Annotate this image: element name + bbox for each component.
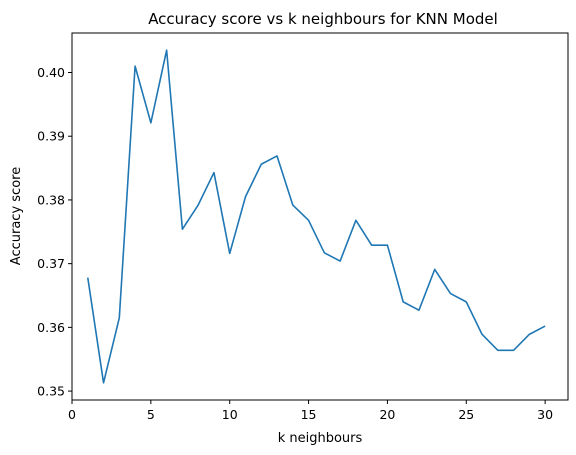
y-tick-label: 0.35	[37, 384, 65, 399]
x-tick-label: 25	[458, 407, 474, 422]
plot-area	[86, 49, 546, 384]
y-axis-label: Accuracy score	[9, 167, 24, 265]
plot-frame	[71, 32, 569, 401]
x-tick-label: 20	[379, 407, 395, 422]
x-tick-label: 0	[68, 407, 76, 422]
series-line-0	[86, 49, 546, 384]
y-tick-label: 0.37	[37, 256, 65, 271]
x-axis: 0 5 10 15 20 25 30	[68, 400, 553, 422]
y-tick-label: 0.36	[37, 320, 65, 335]
x-tick-label: 5	[147, 407, 155, 422]
x-axis-label: k neighbours	[278, 431, 363, 446]
x-tick-label: 15	[301, 407, 317, 422]
x-tick-label: 10	[222, 407, 238, 422]
y-tick-label: 0.40	[37, 65, 65, 80]
chart-title: Accuracy score vs k neighbours for KNN M…	[148, 10, 498, 28]
y-axis: 0.35 0.36 0.37 0.38 0.39 0.40	[37, 65, 72, 399]
x-tick-label: 30	[537, 407, 553, 422]
y-tick-label: 0.39	[37, 129, 65, 144]
y-tick-label: 0.38	[37, 192, 65, 207]
